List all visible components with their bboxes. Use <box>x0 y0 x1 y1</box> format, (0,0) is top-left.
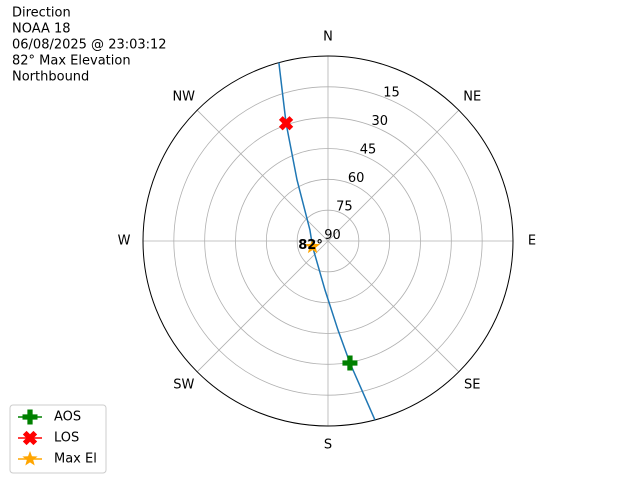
point-marker <box>304 238 321 254</box>
radial-tick-label: 30 <box>371 114 388 129</box>
title-line: Direction <box>12 6 71 21</box>
legend-label: Max El <box>54 452 97 467</box>
point-marker <box>342 355 358 371</box>
legend-label: LOS <box>54 431 79 446</box>
angle-tick-label: E <box>528 234 536 249</box>
radial-tick-label: 60 <box>348 171 365 186</box>
title-line: 82° Max Elevation <box>12 54 131 69</box>
radial-tick-label: 45 <box>360 142 377 157</box>
grid-spoke <box>327 240 460 373</box>
point-marker <box>278 116 294 131</box>
legend-marker <box>22 451 38 466</box>
value-label: 82° <box>298 238 323 253</box>
radial-tick-label: 15 <box>383 86 400 101</box>
angle-tick-label: SW <box>173 378 194 393</box>
title-line: Northbound <box>12 70 89 85</box>
title-line: NOAA 18 <box>12 22 71 37</box>
grid-spoke <box>327 109 460 242</box>
angle-tick-label: N <box>323 30 333 45</box>
legend-label: AOS <box>54 410 81 425</box>
legend-marker <box>22 409 38 425</box>
radial-tick-label: 75 <box>336 199 353 214</box>
title-line: 06/08/2025 @ 23:03:12 <box>12 38 167 53</box>
legend-box <box>9 404 107 474</box>
angle-tick-label: S <box>324 438 332 453</box>
angle-tick-label: SE <box>464 378 480 393</box>
radial-tick-label: 90 <box>324 228 341 243</box>
angle-tick-label: W <box>118 234 131 249</box>
polar-frame <box>142 55 514 427</box>
legend-marker <box>22 430 38 446</box>
grid-spoke <box>196 240 329 373</box>
angle-tick-label: NE <box>463 89 481 104</box>
grid-spoke <box>196 109 329 242</box>
angle-tick-label: NW <box>172 89 195 104</box>
